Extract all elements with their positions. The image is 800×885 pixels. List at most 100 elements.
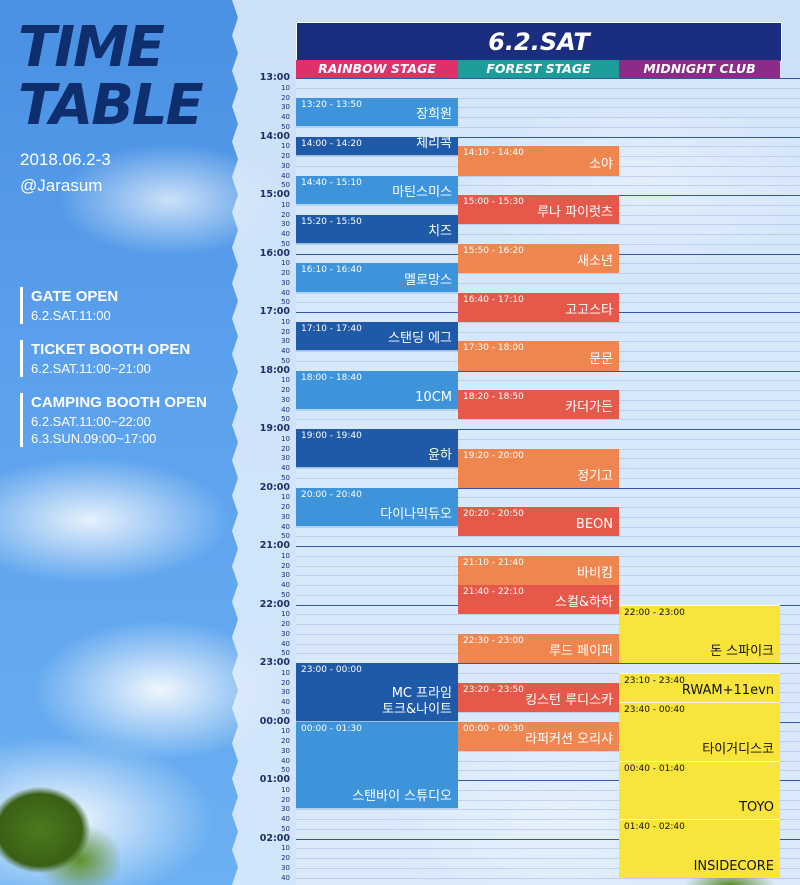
minute-gridline [296, 848, 800, 850]
minute-gridline [296, 87, 800, 89]
event-block: 23:40 - 00:40 타이거디스코 [619, 702, 780, 761]
event-time: 14:10 - 14:40 [463, 148, 524, 159]
event-block: 16:40 - 17:10 고고스타 [458, 292, 619, 322]
minute-tick: 10 [281, 376, 290, 385]
minute-tick: 50 [281, 824, 290, 833]
minute-tick: 20 [281, 795, 290, 804]
minute-tick: 10 [281, 610, 290, 619]
event-time: 22:30 - 23:00 [463, 635, 524, 646]
event-time: 23:40 - 00:40 [624, 705, 685, 715]
event-artist: 라퍼커션 오리샤 [525, 731, 613, 747]
tree-foliage [0, 740, 120, 885]
minute-tick: 10 [281, 551, 290, 560]
minute-tick: 20 [281, 620, 290, 628]
minute-tick: 40 [281, 230, 290, 238]
hour-gridline [296, 487, 800, 489]
hour-label: 19:00 [259, 423, 290, 434]
day-header: 6.2.SAT [296, 22, 782, 62]
hour-gridline [296, 838, 800, 840]
minute-tick: 40 [281, 698, 290, 706]
minute-tick: 20 [281, 503, 290, 511]
minute-tick: 10 [281, 317, 290, 326]
event-artist: 루나 파이럿츠 [537, 205, 613, 221]
event-artist: 소야 [589, 156, 613, 172]
info-line: 6.3.SUN.09:00~17:00 [31, 431, 157, 446]
minute-tick: 10 [281, 200, 290, 209]
minute-tick: 50 [281, 532, 290, 541]
title-line-2: TABLE [18, 73, 204, 138]
minute-tick: 20 [281, 854, 290, 862]
minute-tick: 40 [281, 405, 290, 414]
minute-gridline [296, 321, 800, 323]
stage-header-rainbow: RAINBOW STAGE [296, 60, 458, 78]
event-block: 18:00 - 18:40 10CM [296, 370, 458, 410]
minute-tick: 30 [281, 571, 290, 580]
minute-tick: 10 [281, 83, 290, 92]
hour-label: 02:00 [259, 832, 290, 844]
event-artist: 문문 [589, 351, 613, 367]
minute-tick: 30 [281, 103, 290, 112]
title-line-1: TIME [18, 15, 165, 80]
event-block: 14:00 - 14:20 체리콕 [296, 136, 458, 156]
hour-label: 16:00 [259, 247, 290, 259]
info-line: 6.2.SAT.11:00~22:00 [31, 414, 151, 429]
event-time: 16:10 - 16:40 [301, 265, 362, 276]
event-time: 22:00 - 23:00 [624, 607, 685, 618]
minute-tick: 30 [281, 863, 290, 872]
minute-tick: 10 [281, 142, 290, 151]
info-camping-booth: CAMPING BOOTH OPEN 6.2.SAT.11:00~22:00 6… [20, 393, 207, 447]
minute-tick: 20 [281, 210, 290, 219]
minute-gridline [296, 828, 800, 830]
minute-tick: 30 [281, 512, 290, 521]
event-time: 14:00 - 14:20 [301, 138, 362, 149]
event-artist: 바비킴 [577, 566, 613, 581]
minute-gridline [296, 760, 800, 762]
event-block: 14:40 - 15:10 마틴스미스 [296, 175, 458, 205]
minute-gridline [296, 438, 800, 440]
event-artist: INSIDECORE [693, 858, 774, 874]
minute-tick: 40 [281, 347, 290, 355]
event-artist: 새소년 [577, 254, 613, 269]
minute-gridline [296, 819, 800, 820]
minute-tick: 30 [281, 395, 290, 404]
minute-gridline [296, 750, 800, 752]
event-block: 17:30 - 18:00 문문 [458, 341, 619, 371]
minute-tick: 10 [281, 727, 290, 736]
event-artist: TOYO [739, 800, 774, 815]
festival-dates: 2018.06.2-3 [20, 150, 111, 169]
minute-tick: 10 [281, 493, 290, 502]
event-time: 16:40 - 17:10 [463, 294, 524, 305]
minute-tick: 20 [281, 678, 290, 687]
event-block: 15:20 - 15:50 치즈 [296, 214, 458, 244]
hour-label: 15:00 [259, 189, 290, 200]
hour-label: 17:00 [259, 306, 290, 317]
minute-gridline [296, 419, 800, 421]
event-time: 21:10 - 21:40 [463, 557, 524, 568]
minute-tick: 20 [281, 444, 290, 453]
event-time: 20:00 - 20:40 [301, 489, 362, 500]
minute-gridline [296, 877, 800, 879]
minute-tick: 20 [281, 269, 290, 277]
hour-gridline [296, 78, 800, 79]
event-time: 23:10 - 23:40 [624, 675, 685, 686]
event-block: 00:00 - 01:30 스탠바이 스튜디오 [296, 721, 458, 810]
minute-gridline [296, 234, 800, 235]
minute-tick: 30 [281, 161, 290, 170]
event-artist: 고고스타 [565, 302, 613, 318]
minute-tick: 50 [281, 590, 290, 599]
info-line: 6.2.SAT.11:00~21:00 [31, 361, 151, 376]
minute-gridline [296, 282, 800, 284]
minute-tick: 20 [281, 152, 290, 160]
event-block: 20:20 - 20:50 BEON [458, 507, 619, 537]
info-heading: TICKET BOOTH OPEN [31, 341, 191, 358]
minute-tick: 20 [281, 737, 290, 745]
event-block: 23:10 - 23:40 RWAM+11evn [619, 672, 780, 702]
minute-tick: 40 [281, 288, 290, 297]
event-block: 21:40 - 22:10 스컬&하하 [458, 585, 619, 615]
hour-label: 18:00 [259, 364, 290, 376]
minute-gridline [296, 858, 800, 859]
minute-tick: 40 [281, 873, 290, 882]
minute-gridline [296, 789, 800, 791]
minute-gridline [296, 770, 800, 772]
